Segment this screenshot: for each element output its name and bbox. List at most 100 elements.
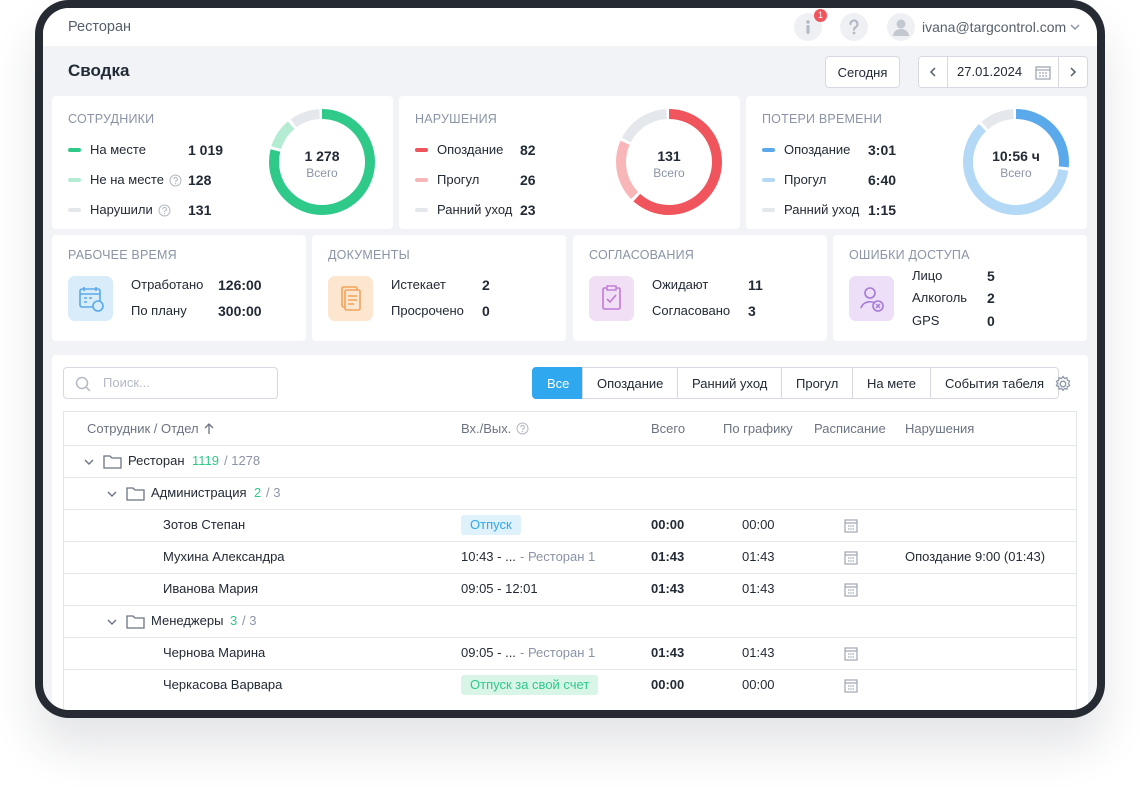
table-row[interactable]: Администрация 2 / 3: [64, 477, 1076, 509]
summary-card: СОТРУДНИКИ На месте 1 019 Не на месте 128 Нар…: [52, 96, 393, 229]
sort-arrow: [204, 423, 214, 434]
filter-tab[interactable]: Все: [532, 367, 585, 399]
filter-tab[interactable]: Опоздание: [582, 367, 679, 399]
group-name: Менеджеры: [151, 613, 224, 628]
search-box[interactable]: Поиск...: [63, 367, 278, 399]
filter-tab[interactable]: На мете: [852, 367, 932, 399]
legend-dot: [68, 148, 81, 152]
legend-dot: [762, 208, 775, 212]
table-row[interactable]: Менеджеры 3 / 3: [64, 605, 1076, 637]
legend-label: Прогул: [437, 172, 480, 187]
table-row[interactable]: Иванова Мария 09:05 - 12:01 01:43 01:43: [64, 573, 1076, 605]
data-table: Сотрудник / Отдел Вх./Вых. Всего По графику…: [63, 411, 1077, 710]
summary-card: НАРУШЕНИЯ Опоздание 82 Прогул 26 Ранний уход 2…: [399, 96, 740, 229]
filter-tab[interactable]: Прогул: [781, 367, 854, 399]
legend-label: Не на месте: [90, 172, 164, 187]
today-button[interactable]: Сегодня: [825, 56, 900, 88]
schedule-icon[interactable]: [844, 679, 858, 693]
summary-card: ПОТЕРИ ВРЕМЕНИ Опоздание 3:01 Прогул 6:40 Ран…: [746, 96, 1087, 229]
legend-value: 82: [520, 142, 536, 158]
legend-dot: [415, 208, 428, 212]
help-icon: [840, 13, 868, 41]
user-email[interactable]: ivana@targcontrol.com: [922, 19, 1067, 35]
filter-tab[interactable]: События табеля: [930, 367, 1060, 399]
column-header: По графику: [723, 421, 793, 436]
widget-icon: [328, 276, 373, 321]
status-badge: Отпуск за свой счет: [461, 675, 599, 695]
expand-chevron: [84, 459, 94, 465]
donut-segment: [269, 109, 375, 215]
group-total: / 3: [242, 613, 257, 628]
table-row[interactable]: Черкасова Варвара Отпуск за свой счет 00:0…: [64, 669, 1076, 701]
folder-icon: [126, 615, 145, 629]
donut-total: 131: [657, 148, 681, 164]
legend-value: 3:01: [868, 142, 897, 158]
employee-name: Черкасова Варвара: [163, 677, 283, 692]
legend-value: 23: [520, 202, 536, 218]
folder-icon: [126, 487, 145, 501]
widget-value: 11: [748, 277, 763, 293]
violation: Опоздание 9:00 (01:43): [905, 549, 1046, 564]
donut-segment: [963, 109, 1069, 215]
table-row[interactable]: Мухина Александра 10:43 - ... - Ресторан 1…: [64, 541, 1076, 573]
date-value: 27.01.2024: [957, 64, 1023, 79]
widget-label: Лицо: [912, 267, 943, 283]
planned-time: 01:43: [742, 645, 775, 660]
table-row[interactable]: Чернова Марина 09:05 - ... - Ресторан 1 01:…: [64, 637, 1076, 669]
planned-time: 00:00: [742, 677, 775, 692]
help-hint: [169, 174, 182, 187]
donut-segment: [616, 109, 722, 215]
filter-tab[interactable]: Ранний уход: [677, 367, 783, 399]
card-title: НАРУШЕНИЯ: [415, 112, 498, 126]
planned-time: 01:43: [742, 581, 775, 596]
widget-label: Согласовано: [652, 303, 731, 318]
prev-date: [929, 57, 948, 87]
donut: [616, 109, 722, 215]
widget-card: ДОКУМЕНТЫ Истекает 2 Просрочено 0: [312, 235, 566, 341]
legend-label: Опоздание: [437, 142, 504, 157]
column-header: Вх./Вых.: [461, 421, 512, 436]
group-total: / 1278: [224, 453, 261, 468]
widget-label: По плану: [131, 303, 187, 318]
total-time: 00:00: [651, 517, 685, 532]
schedule-icon[interactable]: [844, 583, 858, 597]
expand-chevron: [107, 491, 117, 497]
widget-card: СОГЛАСОВАНИЯ Ожидают 11 Согласовано 3: [573, 235, 827, 341]
help-hint: [516, 422, 529, 435]
widget-value: 0: [482, 303, 490, 319]
top-bar: Ресторан 1 ivana@targcontrol.com: [43, 8, 1097, 46]
legend-dot: [68, 178, 81, 182]
group-name: Администрация: [151, 485, 247, 500]
widget-value: 126:00: [218, 277, 262, 293]
table-row[interactable]: Ресторан 1119 / 1278: [64, 445, 1076, 477]
donut-segment: [963, 109, 1069, 215]
date-picker[interactable]: 27.01.2024: [918, 56, 1088, 88]
widget-icon: [849, 276, 894, 321]
schedule-icon[interactable]: [844, 519, 858, 533]
widget-label: Истекает: [391, 277, 446, 292]
donut-total: 10:56 ч: [992, 148, 1040, 164]
total-time: 01:43: [651, 549, 685, 564]
next-date: [1058, 57, 1077, 87]
notification-badge[interactable]: 1: [814, 9, 827, 22]
donut: [963, 109, 1069, 215]
legend-value: 131: [188, 202, 212, 218]
folder-icon: [103, 455, 122, 469]
legend-dot: [415, 148, 428, 152]
screen: Ресторан 1 ivana@targcontrol.com Сводка Сего…: [43, 8, 1097, 710]
location: - Ресторан 1: [520, 645, 596, 660]
schedule-icon[interactable]: [844, 647, 858, 661]
widget-icon: [589, 276, 634, 321]
widget-value: 3: [748, 303, 756, 319]
legend-label: На месте: [90, 142, 146, 157]
widget-card: РАБОЧЕЕ ВРЕМЯ Отработано 126:00 По плану 300…: [52, 235, 306, 341]
legend-value: 1 019: [188, 142, 224, 158]
column-header[interactable]: Сотрудник / Отдел: [87, 421, 199, 436]
widget-value: 300:00: [218, 303, 262, 319]
in-out-time: 09:05 - 12:01: [461, 581, 538, 596]
employee-name: Иванова Мария: [163, 581, 259, 596]
table-row[interactable]: Зотов Степан Отпуск 00:00 00:00: [64, 509, 1076, 541]
schedule-icon[interactable]: [844, 551, 858, 565]
legend-dot: [68, 208, 81, 212]
group-present: 2: [254, 485, 262, 500]
